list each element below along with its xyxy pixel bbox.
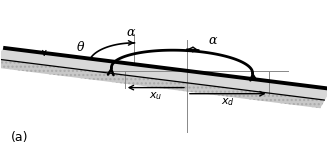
Polygon shape bbox=[0, 59, 325, 108]
Text: α: α bbox=[127, 26, 135, 39]
Polygon shape bbox=[0, 48, 328, 100]
Text: $x_d$: $x_d$ bbox=[221, 96, 235, 108]
Text: θ: θ bbox=[77, 41, 84, 54]
Text: (a): (a) bbox=[10, 131, 28, 144]
Text: $x_u$: $x_u$ bbox=[149, 90, 163, 102]
Text: α: α bbox=[209, 34, 217, 47]
